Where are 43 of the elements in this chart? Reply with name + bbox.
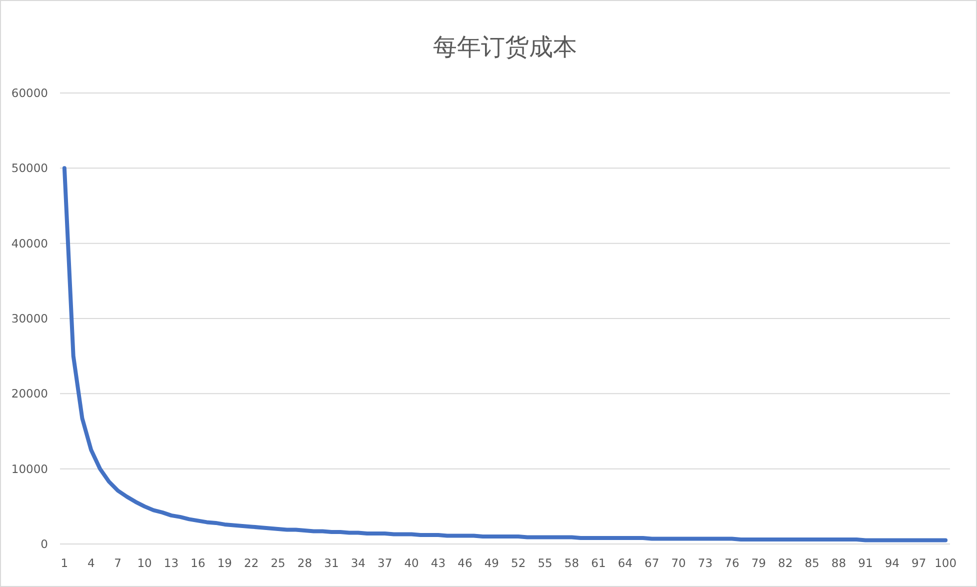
- x-tick-label: 25: [270, 556, 286, 570]
- x-tick-label: 40: [404, 556, 419, 570]
- x-tick-label: 76: [724, 556, 740, 570]
- x-tick-label: 91: [858, 556, 873, 570]
- x-tick-label: 43: [430, 556, 446, 570]
- y-tick-label: 40000: [11, 236, 48, 250]
- y-tick-label: 60000: [11, 86, 48, 100]
- x-tick-label: 4: [87, 556, 95, 570]
- x-tick-label: 82: [778, 556, 793, 570]
- x-tick-label: 73: [698, 556, 713, 570]
- x-tick-label: 19: [217, 556, 232, 570]
- line-series: [62, 166, 948, 542]
- x-tick-label: 49: [484, 556, 499, 570]
- x-tick-label: 13: [164, 556, 179, 570]
- x-tick-label: 70: [671, 556, 686, 570]
- x-tick-label: 67: [644, 556, 660, 570]
- y-tick-label: 30000: [11, 312, 48, 326]
- x-tick-label: 10: [137, 556, 152, 570]
- x-tick-label: 58: [564, 556, 580, 570]
- x-tick-label: 31: [324, 556, 339, 570]
- x-tick-label: 1: [60, 556, 68, 570]
- x-tick-label: 7: [114, 556, 122, 570]
- x-tick-label: 85: [804, 556, 820, 570]
- x-tick-label: 16: [190, 556, 206, 570]
- x-tick-label: 46: [458, 556, 472, 570]
- y-tick-label: 50000: [11, 161, 48, 176]
- x-tick-label: 97: [912, 556, 926, 570]
- x-tick-label: 64: [618, 556, 632, 570]
- x-tick-label: 88: [831, 556, 846, 570]
- chart-title: 每年订货成本: [433, 33, 577, 61]
- x-tick-label: 100: [934, 556, 957, 570]
- y-tick-label: 10000: [11, 462, 48, 476]
- x-tick-label: 34: [350, 556, 366, 570]
- x-tick-label: 94: [884, 556, 900, 570]
- y-tick-label: 20000: [11, 386, 48, 401]
- x-tick-label: 52: [511, 556, 526, 570]
- x-tick-label: 61: [591, 556, 606, 570]
- y-tick-label: 0: [40, 537, 48, 552]
- x-tick-label: 55: [538, 556, 552, 570]
- x-tick-label: 79: [751, 556, 766, 570]
- x-tick-label: 37: [378, 556, 392, 570]
- x-tick-label: 22: [244, 556, 259, 570]
- x-tick-label: 28: [297, 556, 312, 570]
